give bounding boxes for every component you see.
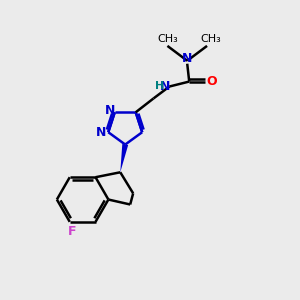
Text: O: O	[207, 75, 217, 88]
Text: F: F	[68, 225, 76, 238]
Text: H: H	[155, 80, 164, 91]
Text: N: N	[105, 104, 115, 117]
Text: CH₃: CH₃	[157, 34, 178, 44]
Text: N: N	[182, 52, 192, 65]
Text: N: N	[160, 80, 171, 93]
Text: N: N	[96, 126, 106, 139]
Polygon shape	[120, 144, 128, 172]
Text: CH₃: CH₃	[201, 34, 221, 44]
